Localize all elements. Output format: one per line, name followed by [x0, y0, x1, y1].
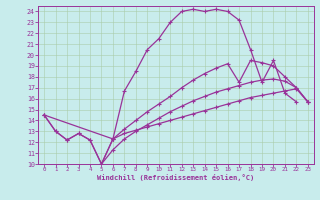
X-axis label: Windchill (Refroidissement éolien,°C): Windchill (Refroidissement éolien,°C) [97, 174, 255, 181]
